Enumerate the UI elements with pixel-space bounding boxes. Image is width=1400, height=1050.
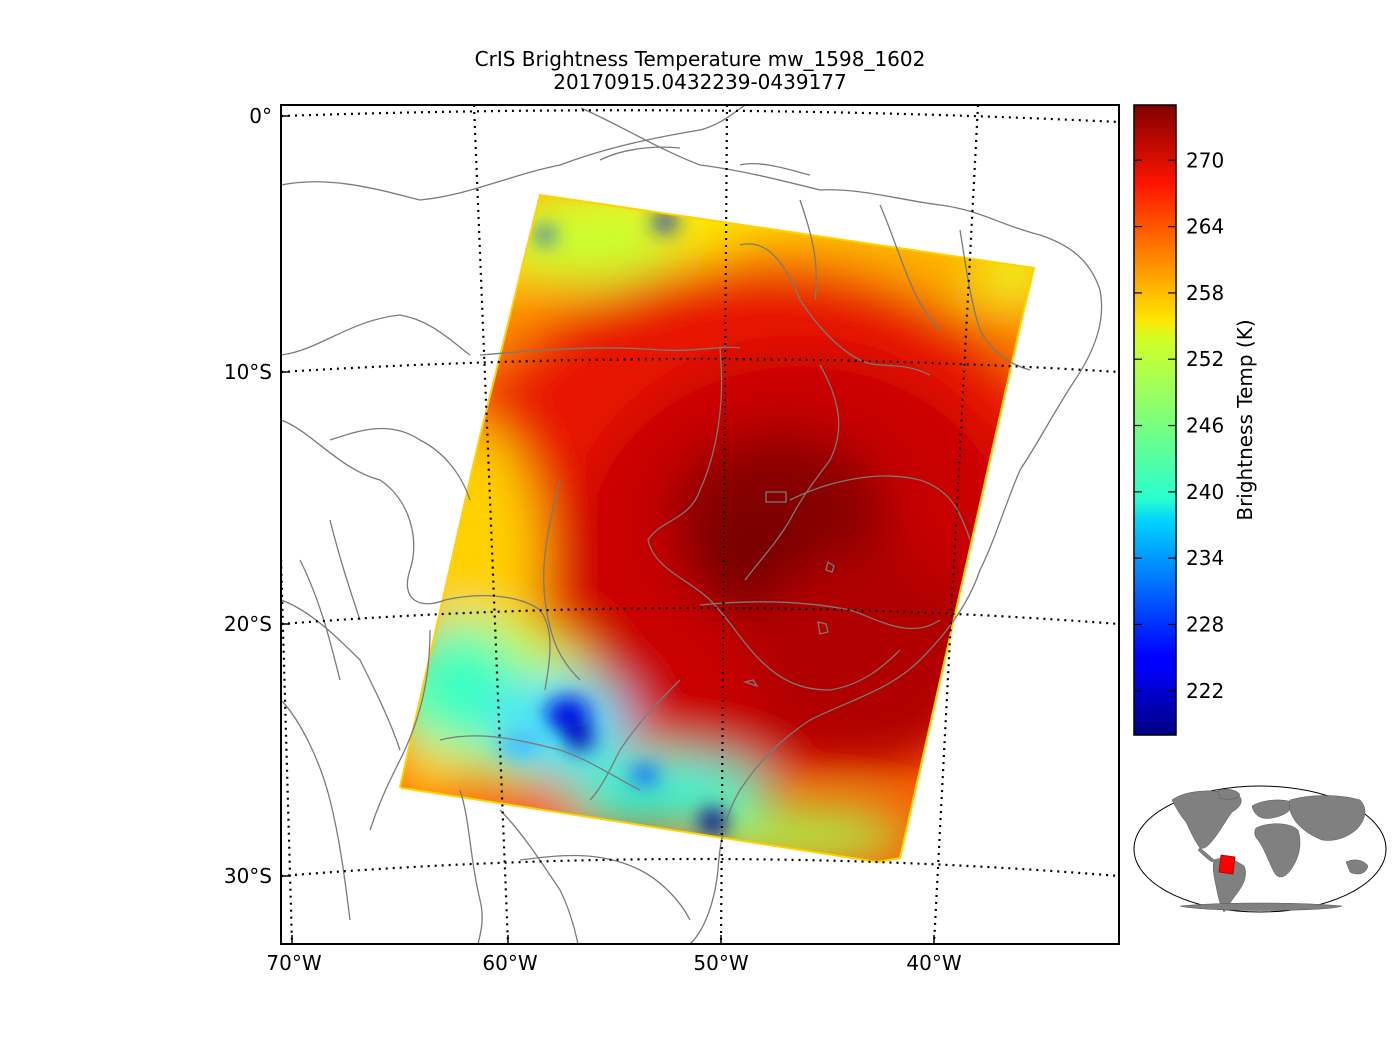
- colorbar-tick-label: 228: [1186, 612, 1224, 636]
- colorbar-tick-label: 270: [1186, 148, 1224, 172]
- chart-title: CrIS Brightness Temperature mw_1598_1602…: [280, 48, 1120, 94]
- map-panel: 0° 10°S 20°S 30°S 70°W 60°W 50°W 40°W: [224, 104, 1120, 975]
- parallel-30s: [281, 857, 1119, 878]
- lon-label-50w: 50°W: [693, 951, 748, 975]
- lat-label-30s: 30°S: [224, 864, 272, 888]
- colorbar-tick-label: 234: [1186, 546, 1224, 570]
- inset-swath-highlight: [1218, 854, 1236, 875]
- colorbar: 270 264 258 252 246 240 234 228 222 Brightness T…: [1133, 104, 1257, 736]
- colorbar-tick-label: 222: [1186, 679, 1224, 703]
- lon-label-40w: 40°W: [906, 951, 961, 975]
- lat-label-10s: 10°S: [224, 360, 272, 384]
- lat-label-20s: 20°S: [224, 612, 272, 636]
- graticule: [281, 105, 1119, 944]
- colorbar-tick-label: 240: [1186, 480, 1224, 504]
- parallel-0: [281, 109, 1119, 124]
- coastlines-borders: [281, 105, 1103, 944]
- colorbar-gradient: [1133, 104, 1177, 736]
- colorbar-label: Brightness Temp (K): [1233, 319, 1257, 520]
- lat-label-0: 0°: [249, 104, 272, 128]
- colorbar-ticks: 270 264 258 252 246 240 234 228 222: [1134, 148, 1224, 703]
- colorbar-tick-label: 246: [1186, 414, 1224, 438]
- lon-label-70w: 70°W: [266, 951, 321, 975]
- meridian-40w: [932, 105, 980, 944]
- title-line-1: CrIS Brightness Temperature mw_1598_1602: [474, 47, 926, 71]
- map-ticks: [281, 115, 935, 944]
- colorbar-tick-label: 264: [1186, 215, 1224, 239]
- inset-land: [1171, 788, 1369, 913]
- lon-label-60w: 60°W: [482, 951, 537, 975]
- parallel-20s: [281, 606, 1119, 626]
- colorbar-tick-label: 252: [1186, 347, 1224, 371]
- swath-outline: [398, 193, 1036, 864]
- title-line-2: 20170915.0432239-0439177: [553, 70, 847, 94]
- parallel-10s: [281, 357, 1119, 374]
- colorbar-tick-label: 258: [1186, 281, 1224, 305]
- map-frame: [280, 104, 1120, 945]
- locator-inset-map: [1133, 785, 1387, 913]
